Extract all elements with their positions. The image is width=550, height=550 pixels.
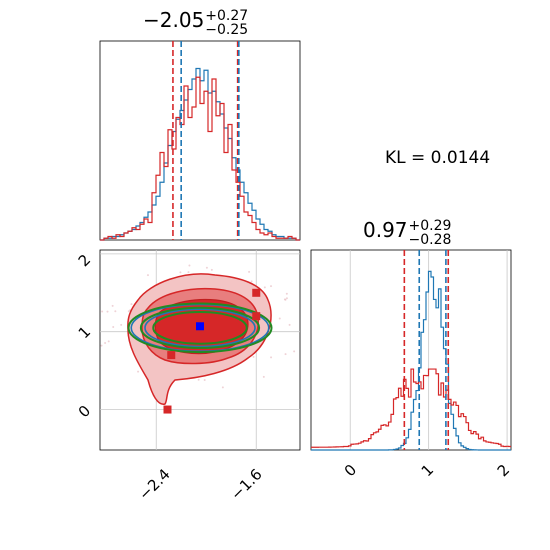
panel-title-bottom-right: 0.97 +0.29 −0.28 bbox=[363, 218, 451, 247]
scatter-point bbox=[248, 270, 251, 273]
scatter-point bbox=[104, 341, 107, 344]
scatter-point bbox=[188, 264, 191, 267]
scatter-point bbox=[106, 310, 109, 313]
xtick-label-right-2: 2 bbox=[494, 461, 513, 480]
title-upper-error: +0.29 bbox=[408, 217, 452, 234]
scatter-point bbox=[112, 326, 115, 329]
scatter-point bbox=[114, 310, 117, 313]
scatter-point bbox=[203, 379, 206, 382]
scatter-point bbox=[100, 344, 103, 347]
marker-blue bbox=[196, 322, 204, 331]
panel-title-top-left: −2.05 +0.27 −0.25 bbox=[143, 8, 248, 37]
histogram-red bbox=[100, 76, 300, 241]
scatter-point bbox=[210, 268, 213, 271]
ellipse-blue-1 bbox=[144, 308, 256, 348]
marker-red-2 bbox=[163, 405, 172, 414]
scatter-point bbox=[179, 271, 182, 274]
scatter-point bbox=[284, 353, 287, 356]
scatter-point bbox=[107, 340, 110, 343]
histogram-blue bbox=[311, 270, 511, 451]
ellipse-green-1 bbox=[139, 306, 261, 349]
scatter-point bbox=[250, 280, 253, 283]
scatter-point bbox=[285, 292, 288, 295]
histogram-red bbox=[311, 368, 511, 448]
xtick-label-right-0: 0 bbox=[341, 461, 360, 480]
fit-ellipses bbox=[127, 302, 273, 354]
contour-panel-bottom-left bbox=[99, 249, 301, 451]
scatter-point bbox=[263, 286, 266, 289]
markers bbox=[163, 288, 261, 414]
scatter-point bbox=[127, 310, 130, 313]
histogram-panel-top-left bbox=[99, 40, 301, 241]
scatter-point bbox=[120, 323, 123, 326]
scatter-point bbox=[205, 266, 208, 269]
scatter-point bbox=[101, 310, 104, 313]
scatter-point bbox=[293, 350, 296, 353]
scatter-point bbox=[278, 317, 281, 320]
title-value: −2.05 bbox=[143, 8, 205, 32]
marker-red-3 bbox=[252, 312, 261, 321]
scatter-point bbox=[137, 370, 140, 373]
xtick-label-right-1: 1 bbox=[418, 461, 437, 480]
title-lower-error: −0.25 bbox=[205, 21, 249, 38]
scatter-point bbox=[130, 303, 133, 306]
title-value: 0.97 bbox=[363, 218, 408, 242]
scatter-point bbox=[284, 298, 287, 301]
scatter-point bbox=[270, 356, 273, 359]
scatter-point bbox=[146, 274, 149, 277]
title-upper-error: +0.27 bbox=[205, 7, 249, 24]
xtick-label-b: −1.6 bbox=[227, 465, 265, 503]
marker-red-0 bbox=[252, 288, 261, 297]
scatter-point bbox=[221, 386, 224, 389]
xtick-label-a: −2.4 bbox=[135, 465, 173, 503]
scatter-point bbox=[252, 355, 255, 358]
scatter-point bbox=[111, 304, 114, 307]
ytick-label-1: 1 bbox=[75, 323, 94, 342]
title-lower-error: −0.28 bbox=[408, 231, 452, 248]
ytick-label-0: 0 bbox=[75, 402, 94, 421]
kl-annotation: KL = 0.0144 bbox=[385, 148, 491, 168]
ytick-label-2: 2 bbox=[75, 251, 94, 270]
axes-frame bbox=[99, 40, 301, 241]
axes-frame bbox=[310, 249, 512, 451]
ellipse-green-0 bbox=[127, 302, 273, 354]
scatter-point bbox=[262, 375, 265, 378]
histogram-panel-bottom-right bbox=[310, 249, 512, 451]
marker-red-1 bbox=[167, 351, 176, 360]
ellipse-green-2 bbox=[152, 310, 248, 345]
scatter-point bbox=[187, 271, 190, 274]
scatter-point bbox=[285, 297, 288, 300]
scatter-point bbox=[288, 323, 291, 326]
scatter-point bbox=[270, 285, 273, 288]
scatter-point bbox=[197, 378, 200, 381]
